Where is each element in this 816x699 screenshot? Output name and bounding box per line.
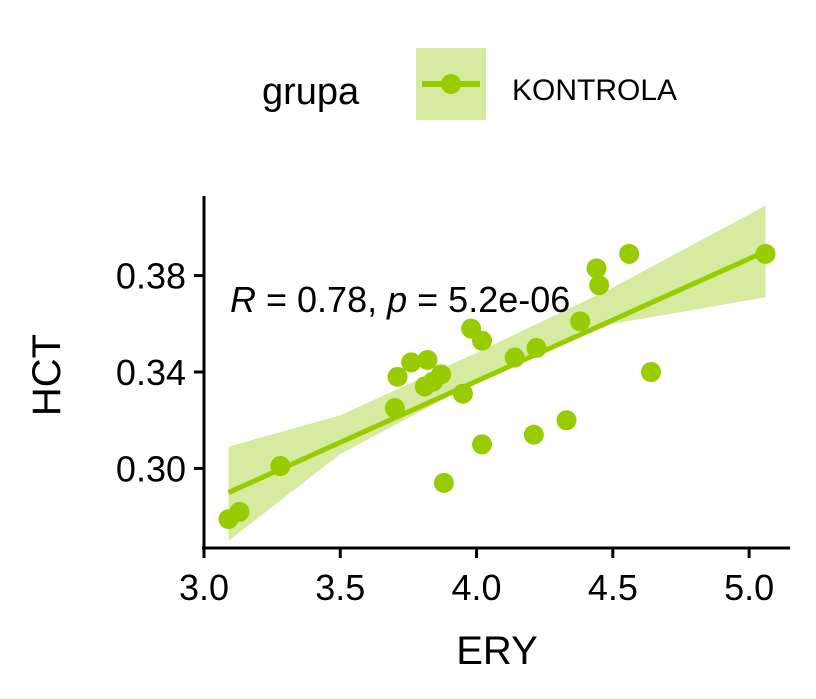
y-ticks: 0.30 0.34 0.38 [116,256,204,489]
x-tick-label-5.0: 5.0 [724,567,774,608]
x-tick-label-3.5: 3.5 [315,567,365,608]
y-tick-label-0.38: 0.38 [116,256,186,297]
data-point-8 [417,349,438,370]
confidence-band-layer [228,205,766,541]
data-point-17 [523,424,544,445]
data-point-23 [619,243,640,264]
data-point-25 [755,243,776,264]
y-axis-title: HCT [25,334,69,416]
data-points [218,243,776,530]
data-point-18 [526,337,547,358]
data-point-6 [401,352,422,373]
data-point-10 [431,364,452,385]
confidence-band [228,205,766,541]
x-tick-label-4.0: 4.0 [452,567,502,608]
p-symbol: p [386,279,407,320]
data-point-20 [570,311,591,332]
legend-key-point [441,74,461,94]
data-point-3 [270,456,291,477]
x-tick-label-3.0: 3.0 [179,567,229,608]
data-point-15 [472,434,493,455]
data-point-4 [384,398,405,419]
regression-line-layer [227,249,767,495]
data-point-24 [640,362,661,382]
p-value: = 5.2e-06 [407,279,570,320]
data-point-21 [586,258,607,279]
data-point-11 [433,472,454,493]
data-point-2 [229,501,250,522]
data-point-12 [452,383,473,404]
data-point-16 [504,347,525,368]
legend-title: grupa [262,71,360,113]
y-tick-label-0.34: 0.34 [116,352,186,393]
correlation-annotation: R = 0.78, p = 5.2e-06 [230,279,570,320]
r-symbol: R [230,279,256,320]
data-point-14 [472,330,493,351]
data-point-5 [387,366,408,387]
data-point-19 [556,410,577,431]
x-tick-label-4.5: 4.5 [588,567,638,608]
regression-line [227,249,767,495]
x-ticks: 3.0 3.5 4.0 4.5 5.0 [179,548,774,608]
y-tick-label-0.30: 0.30 [116,448,186,489]
r-value: = 0.78, [256,279,387,320]
x-axis-title: ERY [456,629,538,673]
data-point-22 [589,275,610,296]
legend-label-kontrola: KONTROLA [512,74,677,107]
legend: grupa KONTROLA [262,48,677,120]
